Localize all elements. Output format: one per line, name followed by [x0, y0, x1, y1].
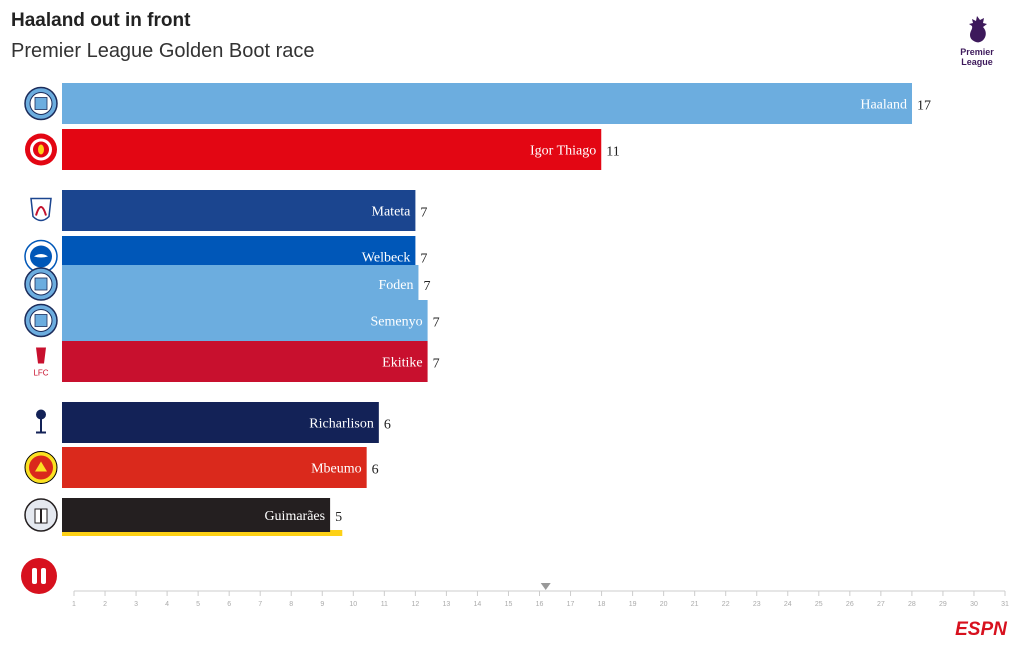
club-crest-icon — [36, 409, 46, 434]
club-crest-icon — [30, 197, 52, 222]
bar-label: Guimarães — [264, 509, 325, 524]
bar-label: Welbeck — [362, 251, 411, 266]
bar-row: Foden 7 — [62, 265, 430, 303]
timeline-tick-label: 3 — [134, 601, 138, 608]
timeline-tick-label: 28 — [908, 601, 916, 608]
timeline-axis: 1 2 3 4 5 6 7 8 9 10 11 12 13 14 15 16 17 18 19 20 21 22 23 24 2… — [72, 583, 1009, 608]
timeline-tick-label: 22 — [722, 601, 730, 608]
bar — [62, 300, 428, 341]
bar — [62, 498, 331, 532]
timeline-tick-label: 25 — [815, 601, 823, 608]
timeline-tick-label: 4 — [165, 601, 169, 608]
bar-row: Mateta 7 — [62, 190, 427, 231]
timeline-tick-label: 10 — [349, 601, 357, 608]
pause-icon — [32, 568, 37, 584]
timeline-tick-label: 20 — [660, 601, 668, 608]
bar-label: Mbeumo — [311, 462, 362, 477]
club-crest-icon — [24, 239, 58, 274]
timeline-tick-label: 15 — [505, 601, 513, 608]
club-crest-icon: LFC — [33, 347, 49, 378]
timeline-tick-label: 21 — [691, 601, 699, 608]
club-crest-icon — [24, 498, 58, 532]
bar-value: 7 — [423, 279, 430, 294]
timeline-tick-label: 27 — [877, 601, 885, 608]
chart-title: Haaland out in front — [11, 10, 191, 31]
espn-logo-text: ESPN — [955, 619, 1008, 638]
bar — [62, 447, 367, 488]
bar-row: Semenyo 7 — [62, 300, 440, 341]
premier-league-logo: Premier League — [960, 16, 994, 67]
timeline-tick-label: 19 — [629, 601, 637, 608]
bar — [62, 341, 428, 382]
bar — [62, 265, 419, 303]
bar-row: Mbeumo 6 — [62, 447, 379, 488]
bar — [62, 190, 416, 231]
bar-row: Richarlison 6 — [62, 402, 391, 443]
bar-row: Guimarães 5 — [62, 498, 343, 536]
bar-value: 7 — [433, 316, 440, 331]
timeline-tick-label: 30 — [970, 601, 978, 608]
timeline-tick-label: 11 — [381, 601, 388, 608]
club-crest-icon — [24, 86, 58, 121]
espn-logo: ESPN — [955, 619, 1008, 638]
timeline-tick-label: 18 — [598, 601, 606, 608]
bar-value: 6 — [384, 418, 391, 433]
timeline-tick-label: 1 — [72, 601, 76, 608]
bar-row: Ekitike 7 — [62, 341, 440, 382]
timeline-tick-label: 13 — [443, 601, 451, 608]
timeline-tick-label: 16 — [536, 601, 544, 608]
pl-logo-text-1: Premier — [960, 47, 994, 57]
timeline-tick-label: 23 — [753, 601, 761, 608]
bar-value: 17 — [917, 99, 931, 114]
club-crest-icon — [25, 133, 57, 166]
bar-row: Igor Thiago 11 — [62, 129, 620, 170]
bar — [62, 129, 602, 170]
timeline-tick-label: 26 — [846, 601, 854, 608]
bar — [62, 402, 379, 443]
pause-button[interactable] — [21, 558, 57, 594]
pl-logo-text-2: League — [961, 57, 993, 67]
bar-value: 5 — [335, 510, 342, 525]
timeline-tick-label: 2 — [103, 601, 107, 608]
bar-accent — [62, 530, 343, 536]
timeline-tick-label: 7 — [258, 601, 262, 608]
bar-label: Igor Thiago — [530, 144, 596, 159]
bar-value: 11 — [606, 145, 619, 160]
timeline-tick-label: 6 — [227, 601, 231, 608]
pause-icon-right — [41, 568, 46, 584]
club-crests: LFC — [24, 86, 58, 532]
club-crest-icon — [24, 303, 58, 338]
bar-label: Ekitike — [382, 356, 422, 371]
timeline-tick-label: 8 — [289, 601, 293, 608]
chart-subtitle: Premier League Golden Boot race — [11, 40, 315, 62]
bar-label: Foden — [378, 278, 413, 293]
timeline-tick-label: 12 — [411, 601, 419, 608]
timeline-tick-label: 14 — [474, 601, 482, 608]
bar-value: 7 — [420, 252, 427, 267]
bar — [62, 83, 912, 124]
bar-value: 7 — [433, 357, 440, 372]
bar-label: Haaland — [860, 98, 907, 113]
timeline-marker-icon[interactable] — [540, 583, 551, 590]
bar-row: Haaland 17 — [62, 83, 931, 124]
timeline-tick-label: 29 — [939, 601, 947, 608]
timeline-tick-label: 9 — [320, 601, 324, 608]
timeline-tick-label: 5 — [196, 601, 200, 608]
svg-text:LFC: LFC — [33, 369, 48, 378]
timeline-tick-label: 17 — [567, 601, 575, 608]
lion-crown-icon — [969, 16, 987, 43]
bar-label: Semenyo — [370, 315, 422, 330]
bar-label: Richarlison — [309, 417, 374, 432]
bar-label: Mateta — [372, 205, 412, 220]
timeline-tick-label: 24 — [784, 601, 792, 608]
timeline-tick-label: 31 — [1001, 601, 1009, 608]
bar-value: 6 — [372, 463, 379, 478]
bar-value: 7 — [420, 206, 427, 221]
club-crest-icon — [24, 267, 58, 301]
club-crest-icon — [24, 451, 58, 484]
